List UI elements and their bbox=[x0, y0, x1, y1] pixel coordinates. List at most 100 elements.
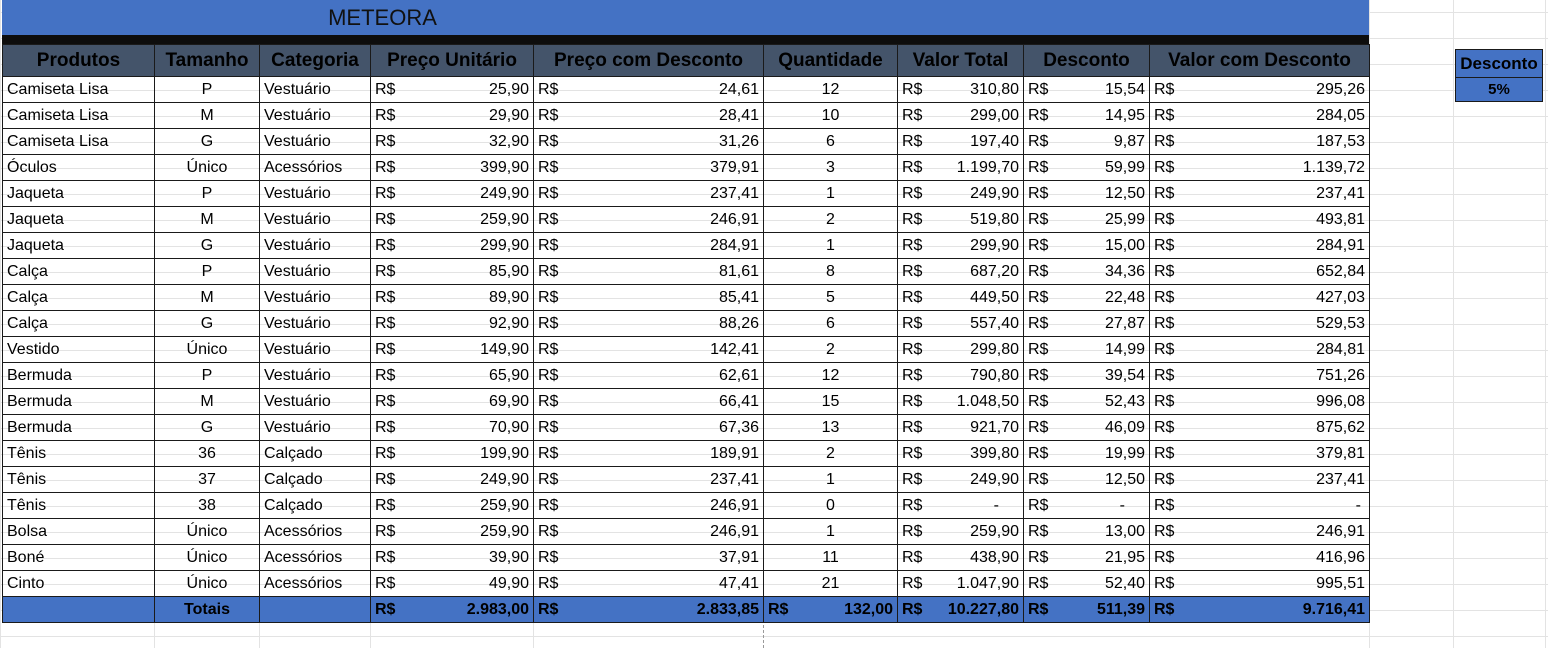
cell-tamanho[interactable]: 38 bbox=[154, 492, 260, 519]
cell-tamanho[interactable]: P bbox=[154, 362, 260, 389]
cell-valor-com-desconto[interactable]: R$ 187,53 bbox=[1149, 128, 1370, 155]
cell-valor-com-desconto[interactable]: R$ 529,53 bbox=[1149, 310, 1370, 337]
cell-valor-com-desconto[interactable]: R$ 295,26 bbox=[1149, 76, 1370, 103]
header-categoria[interactable]: Categoria bbox=[259, 44, 371, 77]
cell-categoria[interactable]: Vestuário bbox=[259, 180, 371, 207]
discount-value-cell[interactable]: 5% bbox=[1455, 78, 1543, 102]
totals-desconto-cell[interactable]: R$ 511,39 bbox=[1023, 596, 1150, 623]
cell-produto[interactable]: Bermuda bbox=[2, 388, 155, 415]
header-tamanho[interactable]: Tamanho bbox=[154, 44, 260, 77]
cell-produto[interactable]: Jaqueta bbox=[2, 232, 155, 259]
cell-valor-com-desconto[interactable]: R$ 416,96 bbox=[1149, 544, 1370, 571]
cell-preco-unitario[interactable]: R$ 69,90 bbox=[370, 388, 534, 415]
cell-quantidade[interactable]: 15 bbox=[763, 388, 898, 415]
cell-produto[interactable]: Tênis bbox=[2, 440, 155, 467]
cell-valor-total[interactable]: R$ 259,90 bbox=[897, 518, 1024, 545]
cell-produto[interactable]: Camiseta Lisa bbox=[2, 102, 155, 129]
cell-tamanho[interactable]: Único bbox=[154, 570, 260, 597]
cell-preco-com-desconto[interactable]: R$ 246,91 bbox=[533, 518, 764, 545]
cell-preco-unitario[interactable]: R$ 89,90 bbox=[370, 284, 534, 311]
cell-valor-total[interactable]: R$ 299,90 bbox=[897, 232, 1024, 259]
cell-valor-com-desconto[interactable]: R$ 284,05 bbox=[1149, 102, 1370, 129]
cell-categoria[interactable]: Vestuário bbox=[259, 206, 371, 233]
cell-tamanho[interactable]: M bbox=[154, 206, 260, 233]
cell-categoria[interactable]: Vestuário bbox=[259, 76, 371, 103]
cell-preco-com-desconto[interactable]: R$ 246,91 bbox=[533, 206, 764, 233]
cell-desconto[interactable]: R$ 12,50 bbox=[1023, 180, 1150, 207]
header-quantidade[interactable]: Quantidade bbox=[763, 44, 898, 77]
cell-desconto[interactable]: R$ 12,50 bbox=[1023, 466, 1150, 493]
cell-tamanho[interactable]: Único bbox=[154, 518, 260, 545]
cell-quantidade[interactable]: 10 bbox=[763, 102, 898, 129]
cell-produto[interactable]: Calça bbox=[2, 284, 155, 311]
cell-quantidade[interactable]: 6 bbox=[763, 310, 898, 337]
cell-valor-com-desconto[interactable]: R$ 751,26 bbox=[1149, 362, 1370, 389]
cell-tamanho[interactable]: P bbox=[154, 258, 260, 285]
cell-tamanho[interactable]: M bbox=[154, 284, 260, 311]
cell-valor-total[interactable]: R$ 249,90 bbox=[897, 180, 1024, 207]
cell-tamanho[interactable]: Único bbox=[154, 336, 260, 363]
cell-categoria[interactable]: Vestuário bbox=[259, 362, 371, 389]
cell-preco-com-desconto[interactable]: R$ 237,41 bbox=[533, 180, 764, 207]
cell-categoria[interactable]: Vestuário bbox=[259, 388, 371, 415]
cell-quantidade[interactable]: 5 bbox=[763, 284, 898, 311]
cell-tamanho[interactable]: G bbox=[154, 232, 260, 259]
cell-quantidade[interactable]: 2 bbox=[763, 336, 898, 363]
cell-quantidade[interactable]: 13 bbox=[763, 414, 898, 441]
totals-label-cell[interactable] bbox=[2, 596, 155, 623]
cell-produto[interactable]: Jaqueta bbox=[2, 180, 155, 207]
cell-tamanho[interactable]: M bbox=[154, 388, 260, 415]
cell-preco-unitario[interactable]: R$ 259,90 bbox=[370, 518, 534, 545]
cell-tamanho[interactable]: G bbox=[154, 414, 260, 441]
cell-categoria[interactable]: Acessórios bbox=[259, 518, 371, 545]
cell-tamanho[interactable]: 36 bbox=[154, 440, 260, 467]
cell-preco-unitario[interactable]: R$ 149,90 bbox=[370, 336, 534, 363]
cell-desconto[interactable]: R$ 9,87 bbox=[1023, 128, 1150, 155]
cell-preco-com-desconto[interactable]: R$ 379,91 bbox=[533, 154, 764, 181]
cell-preco-com-desconto[interactable]: R$ 85,41 bbox=[533, 284, 764, 311]
cell-preco-unitario[interactable]: R$ 92,90 bbox=[370, 310, 534, 337]
cell-quantidade[interactable]: 1 bbox=[763, 518, 898, 545]
cell-produto[interactable]: Vestido bbox=[2, 336, 155, 363]
cell-valor-total[interactable]: R$ 557,40 bbox=[897, 310, 1024, 337]
cell-desconto[interactable]: R$ 46,09 bbox=[1023, 414, 1150, 441]
cell-quantidade[interactable]: 2 bbox=[763, 206, 898, 233]
cell-desconto[interactable]: R$ 52,43 bbox=[1023, 388, 1150, 415]
cell-preco-unitario[interactable]: R$ 32,90 bbox=[370, 128, 534, 155]
cell-valor-total[interactable]: R$ 1.048,50 bbox=[897, 388, 1024, 415]
cell-produto[interactable]: Bermuda bbox=[2, 362, 155, 389]
cell-tamanho[interactable]: P bbox=[154, 76, 260, 103]
cell-tamanho[interactable]: G bbox=[154, 310, 260, 337]
cell-quantidade[interactable]: 1 bbox=[763, 232, 898, 259]
cell-valor-total[interactable]: R$ 687,20 bbox=[897, 258, 1024, 285]
cell-preco-com-desconto[interactable]: R$ 237,41 bbox=[533, 466, 764, 493]
cell-desconto[interactable]: R$ 15,54 bbox=[1023, 76, 1150, 103]
cell-quantidade[interactable]: 3 bbox=[763, 154, 898, 181]
cell-preco-com-desconto[interactable]: R$ 62,61 bbox=[533, 362, 764, 389]
cell-preco-unitario[interactable]: R$ 299,90 bbox=[370, 232, 534, 259]
cell-valor-com-desconto[interactable]: R$ 875,62 bbox=[1149, 414, 1370, 441]
discount-label-cell[interactable]: Desconto bbox=[1455, 49, 1543, 78]
cell-categoria[interactable]: Vestuário bbox=[259, 232, 371, 259]
cell-preco-unitario[interactable]: R$ 39,90 bbox=[370, 544, 534, 571]
cell-categoria[interactable]: Vestuário bbox=[259, 414, 371, 441]
cell-valor-total[interactable]: R$ 249,90 bbox=[897, 466, 1024, 493]
totals-preco-cell[interactable]: R$ 2.983,00 bbox=[370, 596, 534, 623]
cell-preco-unitario[interactable]: R$ 25,90 bbox=[370, 76, 534, 103]
cell-preco-unitario[interactable]: R$ 29,90 bbox=[370, 102, 534, 129]
cell-produto[interactable]: Calça bbox=[2, 258, 155, 285]
cell-desconto[interactable]: R$ 39,54 bbox=[1023, 362, 1150, 389]
cell-valor-total[interactable]: R$ - bbox=[897, 492, 1024, 519]
cell-valor-com-desconto[interactable]: R$ 246,91 bbox=[1149, 518, 1370, 545]
cell-preco-unitario[interactable]: R$ 65,90 bbox=[370, 362, 534, 389]
cell-preco-com-desconto[interactable]: R$ 47,41 bbox=[533, 570, 764, 597]
cell-quantidade[interactable]: 8 bbox=[763, 258, 898, 285]
cell-preco-com-desconto[interactable]: R$ 246,91 bbox=[533, 492, 764, 519]
cell-valor-com-desconto[interactable]: R$ 996,08 bbox=[1149, 388, 1370, 415]
cell-valor-total[interactable]: R$ 310,80 bbox=[897, 76, 1024, 103]
header-preco-unitario[interactable]: Preço Unitário bbox=[370, 44, 534, 77]
header-produtos[interactable]: Produtos bbox=[2, 44, 155, 77]
cell-categoria[interactable]: Acessórios bbox=[259, 570, 371, 597]
cell-desconto[interactable]: R$ 52,40 bbox=[1023, 570, 1150, 597]
title-cell[interactable]: METEORA bbox=[2, 0, 1369, 35]
